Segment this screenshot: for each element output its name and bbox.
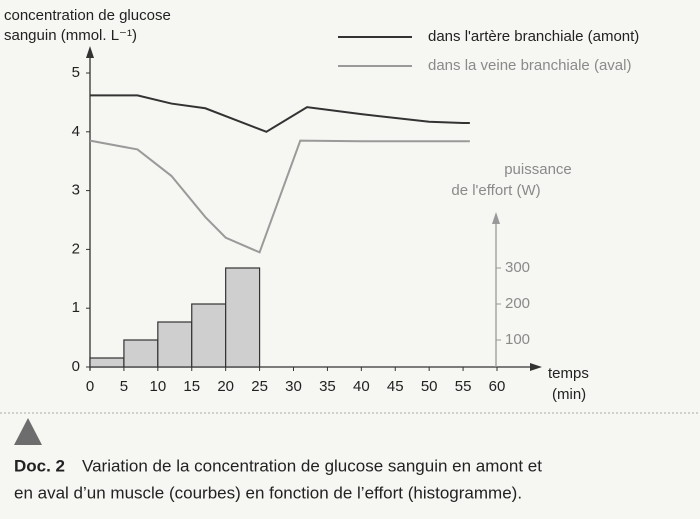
bar [157,321,193,368]
y2-tick-label: 300 [505,259,530,276]
line [89,139,470,254]
x-tick-label: 5 [120,378,128,395]
y2-axis-arrow [492,212,500,224]
doc-icon [14,418,42,445]
x-tick-label: 50 [421,378,438,395]
bar [225,267,261,368]
x-tick-label: 10 [149,378,166,395]
y-tick-label: 0 [72,358,80,375]
legend-label: dans l'artère branchiale (amont) [428,28,639,45]
y2-axis-label: de l'effort (W) [451,182,540,199]
x-tick-label: 15 [183,378,200,395]
caption-text: en aval d’un muscle (courbes) en fonctio… [14,483,522,502]
y-axis-label: concentration de glucose [4,7,171,24]
x-tick-label: 0 [86,378,94,395]
caption-text: Variation de la concentration de glucose… [82,456,542,475]
legend-label: dans la veine branchiale (aval) [428,57,631,74]
y2-tick-label: 100 [505,331,530,348]
x-tick-label: 55 [455,378,472,395]
x-tick-label: 20 [217,378,234,395]
y-axis-label: sanguin (mmol. L⁻¹) [4,27,137,44]
bar [123,339,159,368]
caption-label: Doc. 2 [14,456,65,475]
x-axis-label: (min) [552,386,586,403]
x-axis-label: temps [548,365,589,382]
line [90,94,470,133]
y-axis-arrow [86,46,94,58]
x-tick-label: 25 [251,378,268,395]
bar [89,357,125,368]
x-tick-label: 35 [319,378,336,395]
x-tick-label: 40 [353,378,370,395]
y-tick-label: 2 [72,240,80,257]
y-tick-label: 1 [72,299,80,316]
y-tick-label: 5 [72,64,80,81]
x-tick-label: 45 [387,378,404,395]
x-tick-label: 30 [285,378,302,395]
bar [191,303,227,368]
y-tick-label: 4 [72,123,80,140]
y2-tick-label: 200 [505,295,530,312]
y2-axis-label: puissance [504,161,572,178]
y-tick-label: 3 [72,182,80,199]
x-tick-label: 60 [489,378,506,395]
x-axis-arrow [530,363,542,371]
